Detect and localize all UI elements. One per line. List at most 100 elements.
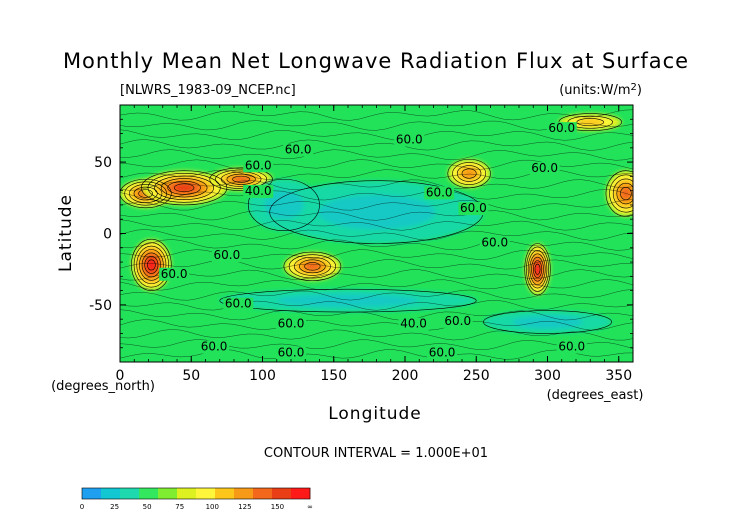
contour-labels-layer: 60.060.060.060.060.060.040.0 60.060.060.0… <box>159 121 587 360</box>
contour-label: 60.0 <box>214 248 241 262</box>
contour-line <box>147 259 156 271</box>
field-level <box>576 118 604 126</box>
contour-line <box>219 288 477 313</box>
colorbar-swatch <box>234 488 254 499</box>
contour-line <box>452 162 487 185</box>
y-tick-label: -50 <box>89 298 112 314</box>
colorbar: 0 25 50 75 100 125 150 ∞ <box>80 487 313 511</box>
contour-line <box>283 251 342 281</box>
contour-line <box>226 173 256 185</box>
contour-line <box>461 168 477 179</box>
contour-label: 60.0 <box>531 161 558 175</box>
contour-line <box>609 174 633 213</box>
contour-line <box>605 170 633 217</box>
x-tick-label: 200 <box>392 368 419 384</box>
contour-label-bg <box>243 159 274 173</box>
contour-line <box>120 319 633 331</box>
contour-line <box>616 182 633 205</box>
contour-label-bg <box>529 162 560 176</box>
contour-label: 60.0 <box>460 201 487 215</box>
contour-label: 60.0 <box>396 133 423 147</box>
contour-label: 60.0 <box>558 340 585 354</box>
field-level <box>174 183 194 192</box>
contour-line <box>232 175 250 183</box>
colorbar-swatch <box>215 488 235 499</box>
x-tick-label: 250 <box>463 368 490 384</box>
colorbar-swatch <box>177 488 197 499</box>
x-tick-label: 0 <box>116 368 125 384</box>
contour-label-bg <box>458 202 489 216</box>
contour-label: 40.0 <box>400 317 427 331</box>
field-feature-cool <box>483 310 612 334</box>
colorbar-swatch <box>196 488 216 499</box>
colorbar-tick-label: 125 <box>238 503 251 511</box>
contour-label-bg <box>546 122 577 136</box>
x-axis-ticks: 0 50 100 150 200 250 300 350 <box>116 105 632 384</box>
colorbar-tick-label: 0 <box>80 503 84 511</box>
contour-line <box>154 175 215 200</box>
x-axis-label: Longitude <box>328 404 422 424</box>
contour-line <box>129 184 163 203</box>
contour-label-bg <box>398 317 429 331</box>
chart-title: Monthly Mean Net Longwave Radiation Flux… <box>63 49 689 73</box>
contour-line <box>247 178 320 231</box>
contour-line <box>167 180 201 195</box>
contour-line <box>120 109 633 121</box>
field-level <box>147 259 156 271</box>
contour-line <box>527 250 548 289</box>
contour-label: 60.0 <box>285 143 312 157</box>
x-tick-label: 300 <box>534 368 561 384</box>
colorbar-swatch <box>101 488 121 499</box>
field-level <box>317 194 436 230</box>
colorbar-tick-label: 75 <box>175 503 184 511</box>
contour-line <box>532 260 543 279</box>
contour-label-bg <box>211 249 242 263</box>
contour-label-bg <box>479 236 510 250</box>
contour-line <box>120 339 633 350</box>
contour-label-bg <box>243 184 274 198</box>
units-label: (units:W/m2) <box>559 82 642 98</box>
colorbar-tick-label: 150 <box>271 503 284 511</box>
contour-line <box>304 262 321 271</box>
contour-line <box>531 256 544 282</box>
colorbar-tick-label: 100 <box>206 503 219 511</box>
contour-label-bg <box>283 143 314 157</box>
contour-line <box>138 189 153 198</box>
contour-line <box>529 253 546 285</box>
x-tick-label: 50 <box>182 368 200 384</box>
contour-line <box>120 269 633 281</box>
contour-line <box>299 259 326 274</box>
contour-line <box>144 256 159 274</box>
contour-line <box>120 219 633 231</box>
contour-line <box>120 149 633 161</box>
contour-line <box>120 139 633 151</box>
colorbar-swatch <box>139 488 159 499</box>
contour-label-bg <box>427 346 458 360</box>
field-level <box>462 168 477 179</box>
contour-line <box>131 238 172 291</box>
contour-line <box>120 259 633 270</box>
contour-line <box>139 249 164 281</box>
contour-label: 60.0 <box>444 314 471 328</box>
contour-label-bg <box>556 340 587 354</box>
contour-line <box>526 246 549 292</box>
contour-line <box>120 289 633 301</box>
contour-line <box>120 129 633 141</box>
colorbar-frame <box>81 487 311 500</box>
y-tick-label: 0 <box>103 227 112 243</box>
contour-line <box>576 118 604 127</box>
contour-line <box>293 256 331 276</box>
colorbar-tick-label: ∞ <box>307 503 313 511</box>
colorbar-swatch <box>291 488 311 499</box>
contour-label: 60.0 <box>161 267 188 281</box>
colorbar-swatch <box>272 488 292 499</box>
contour-line <box>612 178 633 209</box>
contour-lines-layer <box>120 109 633 360</box>
contour-label-bg <box>442 314 473 328</box>
contour-label-bg <box>199 340 230 354</box>
colorbar-swatch <box>253 488 273 499</box>
colorbar-swatch <box>120 488 140 499</box>
contour-label-bg <box>276 317 306 331</box>
contour-label-bg <box>223 297 254 311</box>
contour-line <box>160 178 208 198</box>
